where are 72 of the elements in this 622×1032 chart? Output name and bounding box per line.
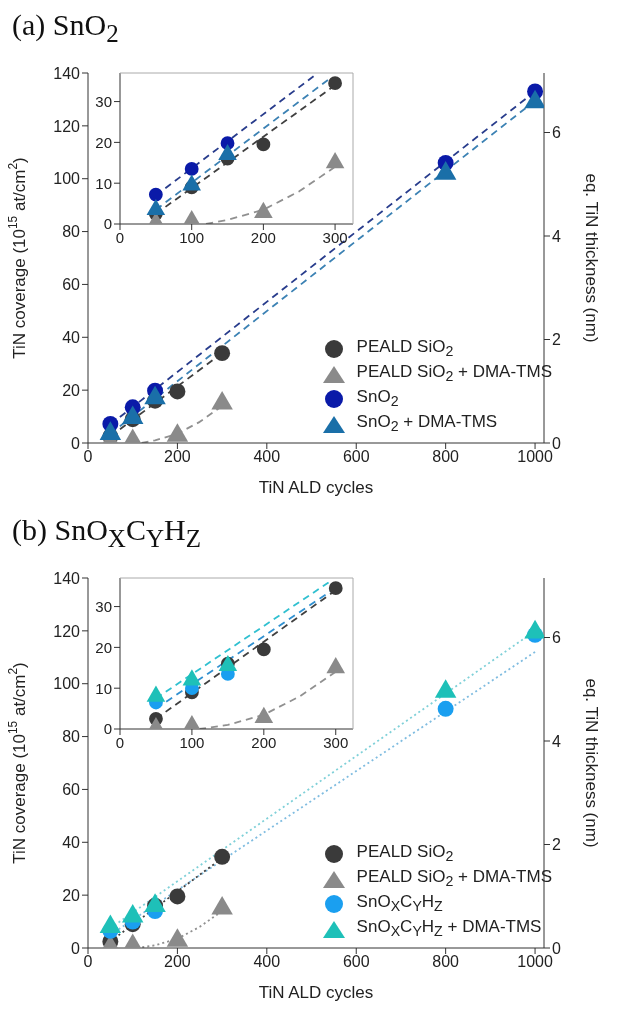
- y2-tick-label: 6: [552, 124, 561, 142]
- x-tick-label: 0: [115, 733, 125, 751]
- y-tick-label: 120: [53, 622, 81, 640]
- x-tick-label: 1000: [517, 448, 553, 466]
- legend-label: PEALD SiO$_{2}$ + DMA-TMS: [356, 362, 552, 385]
- x-tick-label: 300: [323, 733, 349, 751]
- point: [182, 669, 202, 686]
- x-tick-label: 1000: [517, 953, 553, 971]
- x-tick-label: 400: [253, 953, 281, 971]
- y2-tick-label: 6: [552, 629, 561, 647]
- x-tick-label: 100: [179, 228, 205, 246]
- x-tick-label: 0: [115, 228, 125, 246]
- y-tick-label: 40: [62, 328, 81, 346]
- legend-label: SnO$_{2}$ + DMA-TMS: [356, 412, 498, 435]
- x-tick-label: 300: [322, 228, 348, 246]
- y-tick-label: 0: [103, 720, 112, 738]
- legend-label: PEALD SiO$_{2}$ + DMA-TMS: [356, 867, 552, 890]
- y-tick-label: 20: [62, 886, 81, 904]
- y-tick-label: 10: [95, 679, 112, 697]
- y-tick-label: 60: [62, 276, 81, 294]
- x-tick-label: 0: [83, 448, 93, 466]
- point: [254, 706, 274, 723]
- y-tick-label: 60: [62, 781, 81, 799]
- x-tick-label: 600: [342, 953, 370, 971]
- y2-axis-title: eq. TiN thickness (nm): [581, 173, 601, 343]
- y2-tick-label: 4: [552, 227, 561, 245]
- y-tick-label: 140: [53, 64, 81, 82]
- legend-label: PEALD SiO$_{2}$: [356, 842, 454, 865]
- point: [326, 657, 346, 674]
- point: [256, 642, 271, 657]
- y-tick-label: 0: [71, 434, 81, 452]
- x-tick-label: 200: [251, 733, 277, 751]
- x-tick-label: 400: [253, 448, 281, 466]
- legend-label: SnO$_{X}$C$_{Y}$H$_{Z}$ + DMA-TMS: [356, 917, 542, 940]
- x-tick-label: 600: [342, 448, 370, 466]
- chart-title: (b) SnO$_{X}$C$_{Y}$H$_{Z}$: [11, 513, 202, 554]
- y-tick-label: 20: [95, 638, 112, 656]
- y-tick-label: 100: [53, 170, 81, 188]
- x-tick-label: 200: [250, 228, 276, 246]
- y-tick-label: 30: [95, 597, 112, 615]
- y-tick-label: 100: [53, 675, 81, 693]
- legend-label: SnO$_{X}$C$_{Y}$H$_{Z}$: [356, 892, 443, 915]
- point: [328, 581, 343, 596]
- y-tick-label: 0: [71, 939, 81, 957]
- legend-label: PEALD SiO$_{2}$: [356, 337, 454, 360]
- y-tick-label: 80: [62, 728, 81, 746]
- y2-tick-label: 4: [552, 732, 561, 750]
- x-tick-label: 0: [83, 953, 93, 971]
- y-tick-label: 40: [62, 833, 81, 851]
- x-tick-label: 100: [179, 733, 205, 751]
- y2-tick-label: 0: [552, 434, 561, 452]
- x-axis-title: TiN ALD cycles: [258, 983, 374, 1003]
- x-tick-label: 200: [164, 953, 191, 971]
- y-tick-label: 10: [95, 174, 112, 192]
- legend-label: SnO$_{2}$: [356, 387, 399, 410]
- y2-tick-label: 2: [552, 836, 561, 854]
- y2-tick-label: 0: [552, 939, 561, 957]
- y2-tick-label: 2: [552, 331, 561, 349]
- x-tick-label: 200: [164, 448, 191, 466]
- x-tick-label: 800: [432, 448, 460, 466]
- point: [146, 685, 166, 702]
- y-tick-label: 140: [53, 569, 81, 587]
- y-tick-label: 20: [95, 133, 112, 151]
- y-tick-label: 30: [95, 92, 112, 110]
- y-tick-label: 120: [53, 117, 81, 135]
- x-axis-title: TiN ALD cycles: [258, 478, 374, 498]
- y-tick-label: 80: [62, 223, 81, 241]
- y-tick-label: 20: [62, 381, 81, 399]
- x-tick-label: 800: [432, 953, 460, 971]
- y-tick-label: 0: [103, 215, 112, 233]
- y2-axis-title: eq. TiN thickness (nm): [581, 678, 601, 848]
- chart-title: (a) SnO$_{2}$: [11, 8, 120, 49]
